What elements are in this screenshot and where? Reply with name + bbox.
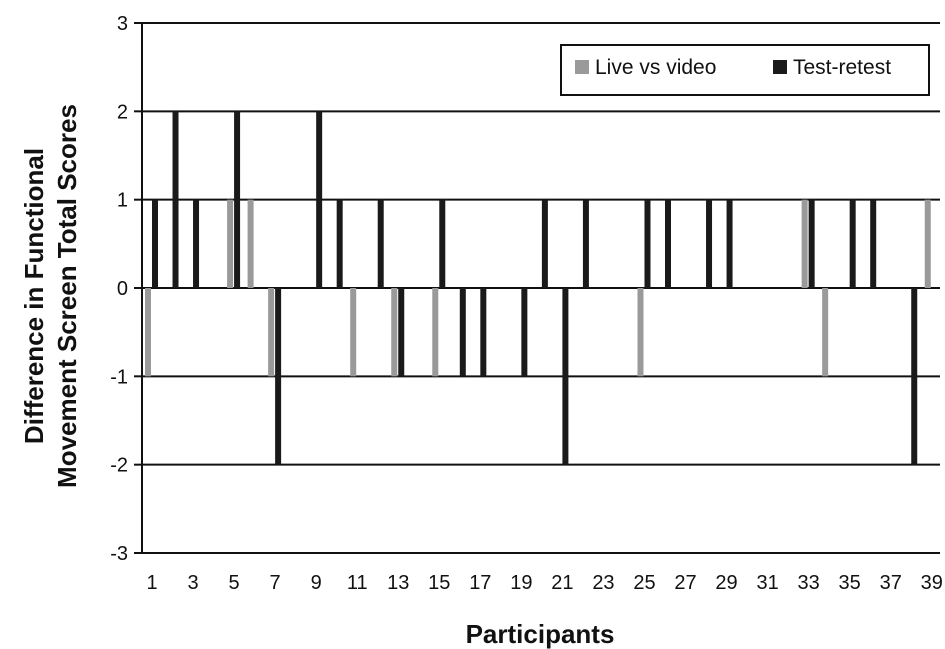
x-tick-label: 37: [880, 572, 902, 594]
bar-live-vs-video-participant-1: [145, 288, 151, 377]
bar-test-retest-participant-1: [152, 199, 158, 288]
bar-test-retest-participant-13: [398, 288, 405, 377]
bar-test-retest-participant-28: [706, 199, 713, 288]
legend-label-test-retest: Test-retest: [793, 56, 891, 79]
bar-test-retest-participant-21: [562, 288, 569, 465]
bar-live-vs-video-participant-25: [637, 288, 644, 377]
x-tick-label: 5: [229, 572, 240, 594]
y-tick-labels: -3 -2 -1 0 1 2 3: [110, 13, 142, 565]
bar-test-retest-participant-16: [459, 288, 466, 377]
x-tick-labels: 1 3 5 7 9 11 13 15 17 19 21 23 25 27 29 31 33 35 37 39: [146, 572, 942, 594]
bar-live-vs-video-participant-11: [350, 288, 357, 377]
bar-test-retest-participant-25: [644, 199, 651, 288]
x-tick-label: 29: [715, 572, 737, 594]
y-tick-label: 0: [117, 278, 128, 300]
y-tick-label: -3: [110, 543, 128, 565]
y-tick-label: 3: [117, 13, 128, 35]
bar-test-retest-participant-2: [172, 111, 179, 288]
x-tick-label: 19: [510, 572, 532, 594]
bar-test-retest-participant-22: [582, 199, 589, 288]
x-tick-label: 31: [756, 572, 778, 594]
x-tick-label: 25: [633, 572, 655, 594]
y-axis-title-line-1: Difference in Functional: [19, 148, 49, 444]
bar-test-retest-participant-36: [870, 199, 877, 288]
x-tick-label: 15: [428, 572, 450, 594]
bar-live-vs-video-participant-7: [268, 288, 275, 377]
x-tick-label: 17: [469, 572, 491, 594]
x-tick-label: 21: [551, 572, 573, 594]
bar-live-vs-video-participant-5: [227, 199, 234, 288]
bar-test-retest-participant-26: [665, 199, 671, 288]
bar-test-retest-participant-35: [849, 199, 856, 288]
bar-test-retest-participant-15: [439, 199, 446, 288]
legend-swatch-test-retest: [773, 60, 787, 74]
legend-swatch-live-vs-video: [575, 60, 589, 74]
gridlines: [142, 22, 940, 554]
x-tick-label: 1: [146, 572, 157, 594]
x-tick-label: 7: [270, 572, 281, 594]
x-axis-title: Participants: [466, 619, 615, 649]
bar-test-retest-participant-7: [275, 288, 282, 465]
x-tick-label: 13: [387, 572, 409, 594]
x-tick-label: 9: [311, 572, 322, 594]
x-tick-label: 23: [592, 572, 614, 594]
bar-live-vs-video-participant-33: [801, 199, 808, 288]
x-tick-label: 33: [798, 572, 820, 594]
bar-live-vs-video-participant-13: [391, 288, 398, 377]
y-tick-label: 1: [117, 190, 128, 212]
bar-test-retest-participant-38: [911, 288, 918, 465]
bar-test-retest-participant-5: [234, 111, 241, 288]
x-tick-label: 35: [839, 572, 861, 594]
bar-live-vs-video-participant-15: [432, 288, 439, 377]
y-axis-title: Difference in Functional Movement Screen…: [19, 104, 82, 488]
bar-test-retest-participant-3: [193, 199, 200, 288]
y-axis-title-line-2: Movement Screen Total Scores: [52, 104, 82, 488]
bar-test-retest-participant-33: [808, 199, 815, 288]
bar-test-retest-participant-19: [521, 288, 528, 377]
y-tick-label: -1: [110, 366, 128, 388]
x-tick-label: 39: [921, 572, 943, 594]
bar-live-vs-video-participant-34: [822, 288, 829, 377]
legend-box: [560, 44, 930, 96]
x-tick-label: 27: [674, 572, 696, 594]
x-tick-label: 11: [347, 572, 368, 594]
bar-test-retest-participant-9: [316, 111, 323, 288]
x-tick-label: 3: [187, 572, 198, 594]
legend-label-live-vs-video: Live vs video: [595, 56, 716, 79]
bar-test-retest-participant-17: [480, 288, 487, 377]
bar-live-vs-video-participant-39: [924, 199, 931, 288]
bars: [145, 111, 931, 465]
bar-test-retest-participant-20: [541, 199, 548, 288]
bar-live-vs-video-participant-6: [247, 199, 254, 288]
y-tick-label: -2: [110, 455, 128, 477]
y-tick-label: 2: [117, 101, 128, 123]
bar-test-retest-participant-12: [377, 199, 384, 288]
bar-test-retest-participant-29: [726, 199, 733, 288]
legend: Live vs video Test-retest: [560, 44, 930, 96]
bar-test-retest-participant-10: [336, 199, 343, 288]
